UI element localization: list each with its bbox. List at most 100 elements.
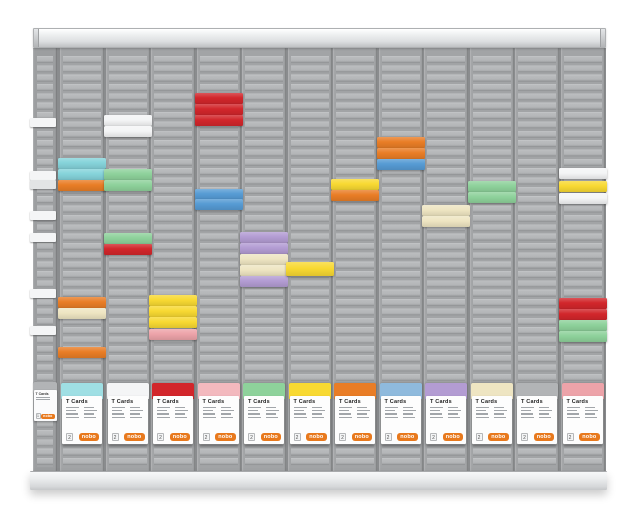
t-card-green[interactable] xyxy=(558,320,607,331)
t-card-blue[interactable] xyxy=(194,199,243,210)
t-card-yellow[interactable] xyxy=(149,295,197,306)
smallprint-line xyxy=(84,407,94,409)
smallprint-line xyxy=(175,410,188,412)
t-card-orange[interactable] xyxy=(376,148,425,159)
nobo-logo: nobo xyxy=(124,433,145,441)
smallprint-line xyxy=(339,413,351,415)
smallprint-line xyxy=(339,416,352,418)
smallprint-line xyxy=(220,416,233,418)
t-card-orange[interactable] xyxy=(331,190,379,201)
pack-footer: 2 nobo xyxy=(384,433,418,441)
nobo-logo: nobo xyxy=(397,433,418,441)
pack-title: T Cards xyxy=(157,399,179,405)
t-card-cyan[interactable] xyxy=(58,158,106,169)
smallprint-line xyxy=(339,407,352,409)
index-tab-white[interactable] xyxy=(30,289,56,298)
t-card-red[interactable] xyxy=(194,104,243,115)
smallprint-line xyxy=(129,416,142,418)
t-card-white[interactable] xyxy=(103,126,152,137)
pack-top-card xyxy=(152,383,194,399)
t-card-orange[interactable] xyxy=(58,347,106,358)
t-card-red[interactable] xyxy=(194,93,243,104)
pack-box: T Cards 2 nobo xyxy=(62,396,102,444)
t-card-white[interactable] xyxy=(103,115,152,126)
pack-title: T Cards xyxy=(35,392,49,396)
pack-count-badge: 1 xyxy=(35,413,41,419)
t-card-orange[interactable] xyxy=(376,137,425,148)
t-card-purple[interactable] xyxy=(240,276,288,287)
pack-top-card xyxy=(334,383,376,399)
smallprint-line xyxy=(448,410,461,412)
t-card-pink[interactable] xyxy=(149,329,197,340)
smallprint-line xyxy=(402,410,416,412)
index-tab-white[interactable] xyxy=(30,118,56,127)
pack-top-card xyxy=(561,383,604,399)
t-card-yellow[interactable] xyxy=(149,317,197,328)
smallprint-line xyxy=(175,413,185,415)
pack-count-badge: 2 xyxy=(157,433,164,441)
smallprint-line xyxy=(430,410,440,412)
t-card-orange[interactable] xyxy=(58,297,106,308)
pack-smallprint xyxy=(35,399,50,401)
smallprint-line xyxy=(384,407,398,409)
t-card-yellow[interactable] xyxy=(558,181,607,192)
pack-count-badge: 2 xyxy=(339,433,346,441)
pack-top-card xyxy=(470,383,513,399)
t-card-green[interactable] xyxy=(103,233,152,244)
t-card-purple[interactable] xyxy=(240,232,288,243)
t-card-green[interactable] xyxy=(103,169,152,180)
pack-title: T Cards xyxy=(202,399,225,405)
t-card-white[interactable] xyxy=(558,193,607,204)
t-card-cream[interactable] xyxy=(58,308,106,319)
index-tab-white[interactable] xyxy=(30,326,56,335)
smallprint-line xyxy=(84,410,97,412)
t-card-green[interactable] xyxy=(103,180,152,191)
smallprint-line xyxy=(111,410,122,412)
smallprint-line xyxy=(493,410,507,412)
index-tab-white[interactable] xyxy=(30,211,56,220)
t-card-white[interactable] xyxy=(558,168,607,179)
smallprint-line xyxy=(157,410,167,412)
smallprint-line xyxy=(266,407,276,409)
t-card-yellow[interactable] xyxy=(149,306,197,317)
pack-top-card xyxy=(197,383,240,399)
t-card-green[interactable] xyxy=(467,181,516,192)
index-tab-graywhite[interactable] xyxy=(30,180,56,189)
smallprint-line xyxy=(293,407,307,409)
t-card-green[interactable] xyxy=(467,192,516,203)
t-card-cream[interactable] xyxy=(422,216,470,227)
pack-title: T Cards xyxy=(248,399,270,405)
t-card-red[interactable] xyxy=(558,309,607,320)
index-tab-white[interactable] xyxy=(30,233,56,242)
pack-footer: 2 nobo xyxy=(293,433,327,441)
smallprint-line xyxy=(129,413,140,415)
t-card-red[interactable] xyxy=(194,115,243,126)
t-card-blue[interactable] xyxy=(376,159,425,170)
t-card-cyan[interactable] xyxy=(58,169,106,180)
t-card-cream[interactable] xyxy=(422,205,470,216)
pack-title: T Cards xyxy=(339,399,361,405)
pack-title: T Cards xyxy=(521,399,543,405)
pack-smallprint xyxy=(35,397,50,399)
board-top-rail xyxy=(33,28,606,48)
smallprint-line xyxy=(175,416,187,418)
smallprint-line xyxy=(202,407,216,409)
smallprint-line xyxy=(539,413,549,415)
t-card-red[interactable] xyxy=(558,298,607,309)
smallprint-line xyxy=(402,413,413,415)
t-card-yellow[interactable] xyxy=(331,179,379,190)
smallprint-line xyxy=(475,410,486,412)
pack-footer: 2 nobo xyxy=(430,433,463,441)
t-card-cream[interactable] xyxy=(240,265,288,276)
index-tab-white[interactable] xyxy=(30,171,56,180)
t-card-yellow[interactable] xyxy=(285,262,334,276)
smallprint-line xyxy=(493,416,506,418)
pack-box: T Cards 2 nobo xyxy=(335,396,375,444)
t-card-orange[interactable] xyxy=(58,180,106,191)
t-card-red[interactable] xyxy=(103,244,152,255)
t-card-blue[interactable] xyxy=(194,189,243,200)
t-card-green[interactable] xyxy=(558,331,607,342)
t-card-cream[interactable] xyxy=(240,254,288,265)
t-card-purple[interactable] xyxy=(240,243,288,254)
